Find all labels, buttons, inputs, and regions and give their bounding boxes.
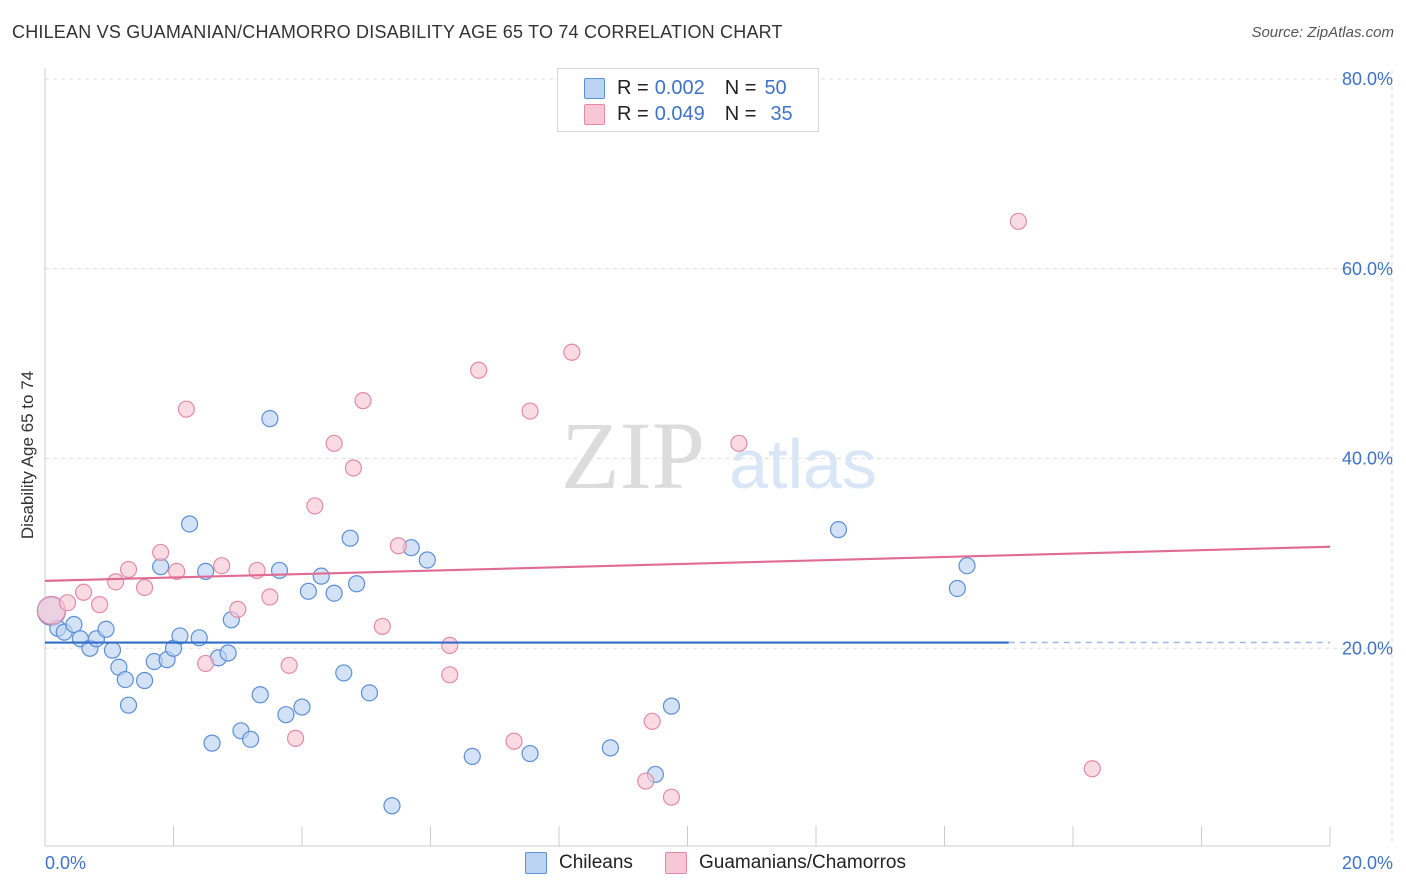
chilean-point — [242, 730, 260, 748]
chilean-point — [312, 567, 330, 585]
chilean-point — [341, 529, 359, 547]
legend-n-label: N = — [724, 102, 757, 125]
y-tick-label: 80.0% — [1342, 69, 1393, 89]
guamanian-trend-line — [44, 545, 1331, 582]
guamanian-point — [213, 557, 231, 575]
legend-r-label: R = — [617, 102, 649, 125]
y-tick-label: 60.0% — [1342, 259, 1393, 279]
chilean-point — [197, 562, 215, 581]
chilean-point — [335, 664, 353, 682]
chilean-point — [277, 706, 295, 724]
guamanian-point — [1009, 212, 1027, 230]
guamanian-point — [344, 459, 362, 477]
chilean-point — [360, 684, 379, 702]
legend-r-label: R = — [617, 76, 649, 99]
guamanian-point — [563, 343, 581, 361]
guamanian-point — [135, 578, 154, 597]
legend-n-value: 35 — [770, 102, 793, 125]
bottom-legend-chileans: Chileans — [525, 852, 633, 874]
legend-r-value: 0.002 — [654, 76, 705, 99]
chilean-point — [219, 644, 237, 662]
guamanian-point — [325, 434, 343, 452]
chilean-point — [521, 744, 539, 763]
watermark-zip: ZIP — [561, 402, 705, 509]
y-tick-label: 20.0% — [1342, 638, 1393, 658]
chilean-point — [203, 734, 221, 752]
legend-row-guamanians: R = 0.049 N = 35 — [584, 102, 793, 126]
guamanian-point — [470, 361, 488, 379]
guamanian-point — [74, 583, 93, 601]
guamanian-point — [505, 732, 523, 750]
chilean-point — [299, 582, 318, 600]
chilean-point — [97, 620, 115, 638]
legend-n-value: 50 — [764, 76, 787, 99]
chilean-point — [958, 557, 976, 575]
bottom-legend-guamanians: Guamanians/Chamorros — [665, 852, 906, 874]
chilean-point — [601, 739, 620, 757]
guamanian-point — [521, 402, 539, 420]
guamanian-point — [643, 712, 661, 730]
guamanian-point — [637, 772, 655, 790]
chilean-point — [251, 686, 269, 704]
legend-row-chileans: R = 0.002 N = 50 — [584, 76, 787, 100]
guamanian-point — [168, 562, 186, 581]
guamanian-point — [229, 600, 247, 618]
chilean-point — [135, 671, 154, 690]
bottom-legend-label-chileans: Chileans — [559, 852, 633, 873]
guamanian-point — [306, 497, 324, 515]
bottom-legend-label-guamanians: Guamanians/Chamorros — [699, 852, 906, 873]
guamanian-point — [730, 434, 748, 452]
chilean-point — [463, 747, 481, 766]
bottom-legend-swatch-guamanians — [665, 852, 687, 874]
guamanian-point — [261, 588, 279, 606]
chilean-point — [348, 575, 366, 593]
chilean-point — [180, 515, 199, 533]
chilean-point — [171, 627, 189, 645]
legend-swatch-chileans — [584, 77, 605, 99]
chilean-point — [152, 558, 170, 576]
guamanian-point — [119, 560, 138, 579]
chilean-point — [325, 584, 343, 602]
guamanian-point — [441, 636, 459, 655]
bottom-legend-swatch-chileans — [525, 852, 547, 874]
guamanian-point — [91, 596, 109, 614]
chart-title: CHILEAN VS GUAMANIAN/CHAMORRO DISABILITY… — [12, 22, 783, 42]
chilean-point — [119, 696, 138, 714]
guamanian-point — [280, 656, 298, 674]
chilean-point — [829, 521, 848, 539]
guamanian-point — [389, 537, 407, 555]
guamanian-point — [152, 543, 170, 562]
source-label: Source: ZipAtlas.com — [1251, 24, 1394, 41]
guamanian-point — [177, 400, 195, 418]
correlation-legend: R = 0.002 N = 50 R = 0.049 N = 35 — [557, 68, 819, 132]
guamanian-point — [441, 666, 459, 684]
guamanian-point — [286, 729, 305, 747]
guamanian-point — [373, 617, 391, 636]
chilean-point — [270, 561, 289, 580]
chilean-point — [103, 641, 122, 659]
chilean-point — [261, 410, 279, 428]
legend-r-value: 0.049 — [654, 102, 705, 125]
chilean-point — [65, 615, 83, 634]
chilean-point — [293, 698, 311, 716]
chilean-point — [116, 670, 134, 689]
guamanian-point — [197, 654, 215, 673]
chilean-point — [662, 697, 681, 715]
guamanian-point — [354, 392, 372, 410]
guamanian-point — [1083, 760, 1101, 778]
guamanian-point — [58, 594, 77, 612]
chilean-point — [948, 579, 966, 598]
watermark-atlas: atlas — [729, 425, 877, 503]
y-tick-label: 40.0% — [1342, 449, 1393, 469]
chilean-point — [418, 551, 436, 569]
chilean-point — [383, 797, 401, 815]
x-tick-label: 0.0% — [45, 853, 86, 873]
x-tick-label: 20.0% — [1342, 853, 1393, 873]
legend-n-label: N = — [724, 76, 757, 99]
guamanian-point — [662, 788, 681, 806]
legend-swatch-guamanians — [584, 103, 605, 125]
guamanian-point — [107, 573, 125, 591]
